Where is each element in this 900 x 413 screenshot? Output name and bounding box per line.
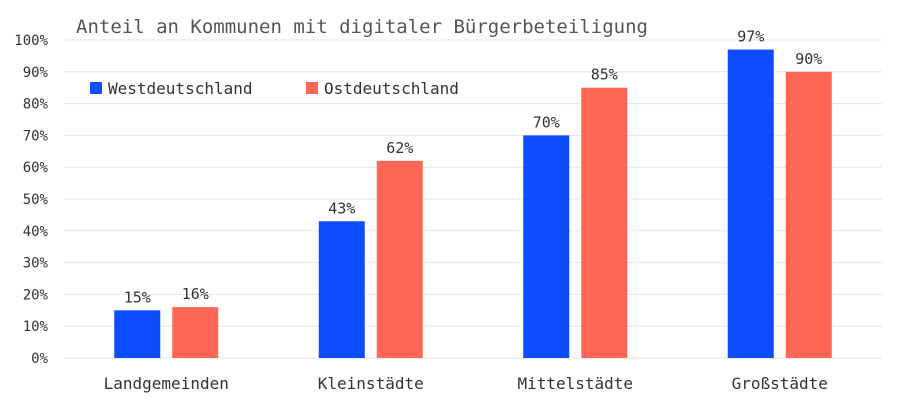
x-axis-categories: Landgemeinden Kleinstädte Mittelstädte Groß…: [104, 374, 828, 393]
y-tick-label: 0%: [31, 351, 48, 367]
data-label: 15%: [124, 288, 151, 306]
x-category-label: Mittelstädte: [517, 374, 633, 393]
x-category-label: Kleinstädte: [318, 374, 424, 393]
data-label: 85%: [591, 66, 618, 84]
chart-title: Anteil an Kommunen mit digitaler Bürgerb…: [76, 16, 648, 38]
y-tick-label: 90%: [23, 65, 49, 81]
x-category-label: Großstädte: [732, 374, 828, 393]
bar-westdeutschland-3: [727, 49, 774, 358]
data-label: 43%: [328, 199, 355, 217]
y-axis-ticks: 0% 10% 20% 30% 40% 50% 60% 70% 80% 90% 100%: [14, 33, 48, 367]
data-label: 70%: [533, 113, 560, 131]
bar-westdeutschland-0: [114, 310, 161, 358]
y-tick-label: 30%: [23, 256, 49, 272]
legend-label-westdeutschland: Westdeutschland: [108, 79, 253, 98]
data-label: 97%: [737, 28, 764, 46]
data-label: 62%: [386, 139, 413, 157]
x-category-label: Landgemeinden: [104, 374, 229, 393]
bars: [114, 49, 832, 359]
y-tick-label: 60%: [23, 160, 49, 176]
data-labels: 15% 16% 43% 62% 70% 85% 97% 90%: [124, 28, 823, 307]
legend-swatch-ostdeutschland: [306, 82, 318, 94]
bar-westdeutschland-2: [523, 135, 570, 358]
y-tick-label: 80%: [23, 97, 49, 113]
legend: Westdeutschland Ostdeutschland: [90, 79, 459, 98]
legend-label-ostdeutschland: Ostdeutschland: [324, 79, 459, 98]
y-tick-label: 70%: [23, 128, 49, 144]
y-tick-label: 100%: [14, 33, 48, 49]
y-tick-label: 20%: [23, 287, 49, 303]
legend-swatch-westdeutschland: [90, 82, 102, 94]
y-tick-label: 50%: [23, 192, 49, 208]
y-tick-label: 10%: [23, 319, 49, 335]
bar-ostdeutschland-2: [581, 87, 628, 358]
bar-ostdeutschland-1: [376, 160, 423, 358]
data-label: 16%: [182, 285, 209, 303]
bar-westdeutschland-1: [318, 221, 365, 358]
y-tick-label: 40%: [23, 224, 49, 240]
data-label: 90%: [795, 50, 822, 68]
bar-ostdeutschland-3: [785, 71, 832, 359]
bar-ostdeutschland-0: [172, 307, 219, 358]
